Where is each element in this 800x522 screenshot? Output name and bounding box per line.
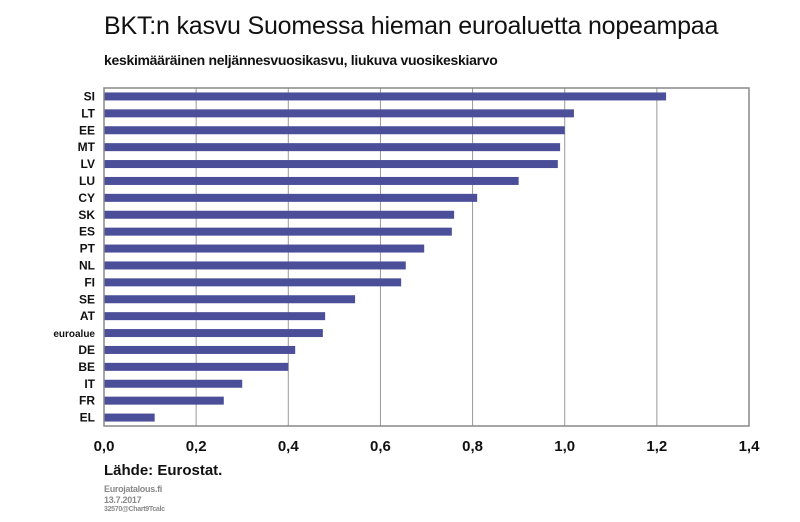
x-tick-labels: 0,0 0,2 0,4 0,6 0,8 1,0 1,2 1,4 <box>94 438 761 455</box>
category-label: LT <box>81 106 95 120</box>
bar-BE <box>104 362 289 371</box>
plot-frame <box>103 87 750 427</box>
category-label: EL <box>80 411 95 425</box>
bar-euroalue <box>104 329 323 338</box>
bar-EE <box>104 126 565 135</box>
x-tick-label: 0,8 <box>462 438 483 455</box>
site-note: Eurojatalous.fi <box>104 484 163 494</box>
category-label: IT <box>84 377 95 391</box>
category-label: SE <box>79 292 95 306</box>
bar-DE <box>104 345 296 354</box>
category-label: LU <box>79 174 95 188</box>
chart-code-note: 32570@Chart9Tcalc <box>104 506 165 513</box>
chart-title: BKT:n kasvu Suomessa hieman euroaluetta … <box>104 12 719 40</box>
bar-LU <box>104 176 519 185</box>
category-label: EE <box>79 123 95 137</box>
bar-SE <box>104 295 356 304</box>
x-tick-label: 0,2 <box>186 438 207 455</box>
bar-CY <box>104 193 478 202</box>
x-tick-label: 1,2 <box>646 438 667 455</box>
date-note: 13.7.2017 <box>104 495 142 505</box>
bar-SI <box>104 92 667 101</box>
bar-LV <box>104 160 558 169</box>
bar-LT <box>104 109 574 118</box>
bar-chart: SI LT EE MT LV LU CY SK ES PT NL FI SE AT euroalue DE BE… <box>53 87 761 455</box>
bar-IT <box>104 379 243 388</box>
category-label: FI <box>84 275 95 289</box>
x-tick-label: 0,6 <box>370 438 391 455</box>
category-label: PT <box>80 242 96 256</box>
category-label: ES <box>79 225 95 239</box>
category-label: BE <box>78 360 95 374</box>
category-label: SK <box>78 208 95 222</box>
grid-lines <box>195 88 658 426</box>
bars <box>104 92 667 422</box>
source-note: Lähde: Eurostat. <box>104 462 223 479</box>
bar-EL <box>104 413 155 422</box>
category-label: CY <box>78 191 95 205</box>
category-label: euroalue <box>53 329 95 340</box>
category-label: NL <box>79 258 95 272</box>
category-label: MT <box>78 140 96 154</box>
category-label: DE <box>78 343 95 357</box>
bar-SK <box>104 210 455 219</box>
x-tick-label: 1,0 <box>554 438 575 455</box>
bar-FI <box>104 278 402 287</box>
chart-subtitle: keskimääräinen neljännesvuosikasvu, liuk… <box>104 52 498 68</box>
x-tick-label: 0,4 <box>278 438 300 455</box>
bar-AT <box>104 312 326 321</box>
category-label: FR <box>79 394 95 408</box>
bar-NL <box>104 261 406 270</box>
bar-FR <box>104 396 224 405</box>
x-tick-label: 0,0 <box>94 438 115 455</box>
bar-MT <box>104 143 561 152</box>
category-label: AT <box>80 309 96 323</box>
category-label: SI <box>84 89 95 103</box>
bar-PT <box>104 244 425 253</box>
x-tick-label: 1,4 <box>739 438 761 455</box>
category-label: LV <box>81 157 95 171</box>
category-labels: SI LT EE MT LV LU CY SK ES PT NL FI SE AT euroalue DE BE… <box>53 89 95 424</box>
bar-ES <box>104 227 452 236</box>
